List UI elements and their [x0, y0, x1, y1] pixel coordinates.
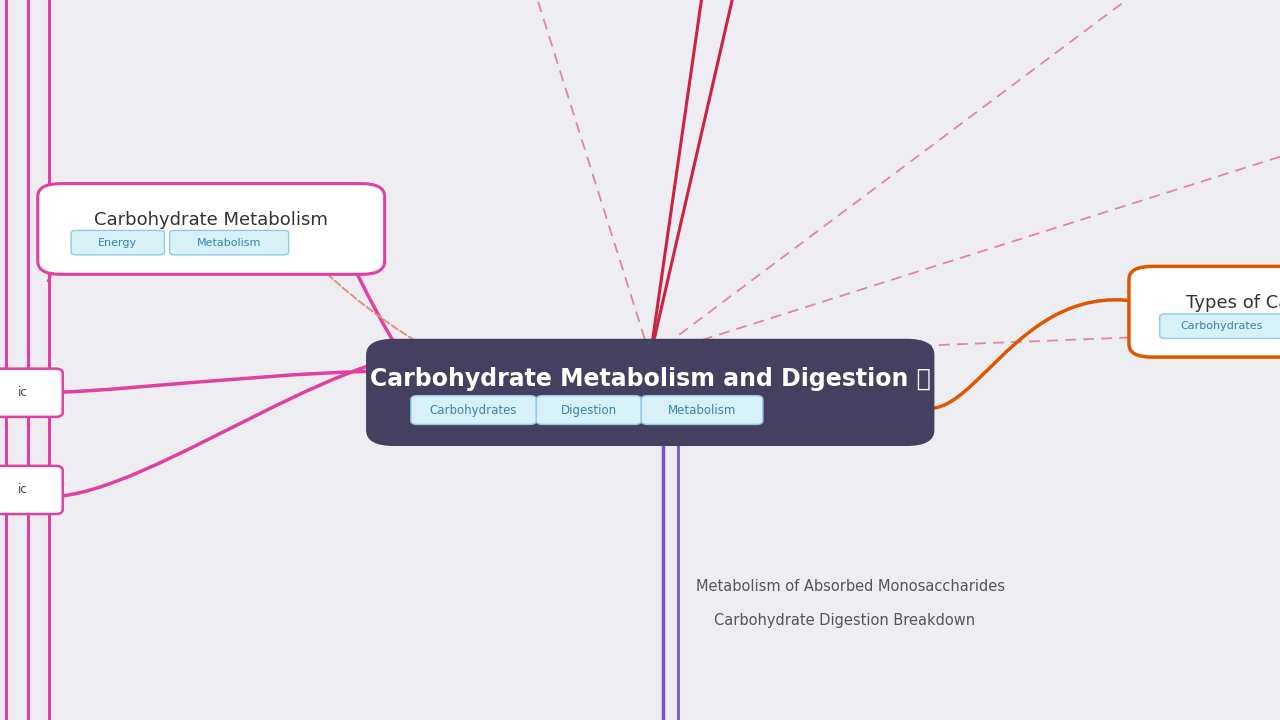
- Text: Metabolism of Absorbed Monosaccharides: Metabolism of Absorbed Monosaccharides: [696, 580, 1005, 594]
- FancyBboxPatch shape: [1160, 314, 1280, 338]
- FancyBboxPatch shape: [411, 396, 536, 424]
- FancyBboxPatch shape: [72, 230, 165, 255]
- FancyBboxPatch shape: [0, 466, 63, 514]
- Text: Types of Carbohydrates: Types of Carbohydrates: [1187, 294, 1280, 312]
- FancyBboxPatch shape: [366, 339, 934, 446]
- Text: Digestion: Digestion: [561, 403, 617, 417]
- FancyBboxPatch shape: [1129, 266, 1280, 357]
- Text: Metabolism: Metabolism: [668, 403, 736, 417]
- FancyBboxPatch shape: [170, 230, 289, 255]
- Text: Carbohydrate Metabolism and Digestion 🍊: Carbohydrate Metabolism and Digestion 🍊: [370, 367, 931, 392]
- Text: Carbohydrate Digestion Breakdown: Carbohydrate Digestion Breakdown: [714, 613, 975, 628]
- Text: Carbohydrates: Carbohydrates: [1180, 321, 1262, 331]
- Text: Carbohydrates: Carbohydrates: [430, 403, 517, 417]
- Text: Metabolism: Metabolism: [197, 238, 261, 248]
- Text: ic: ic: [18, 483, 28, 496]
- FancyBboxPatch shape: [0, 369, 63, 417]
- FancyBboxPatch shape: [38, 184, 384, 274]
- FancyBboxPatch shape: [641, 396, 763, 424]
- Text: Energy: Energy: [99, 238, 137, 248]
- Text: ic: ic: [18, 386, 28, 399]
- FancyBboxPatch shape: [536, 396, 641, 424]
- Text: Carbohydrate Metabolism: Carbohydrate Metabolism: [95, 210, 328, 228]
